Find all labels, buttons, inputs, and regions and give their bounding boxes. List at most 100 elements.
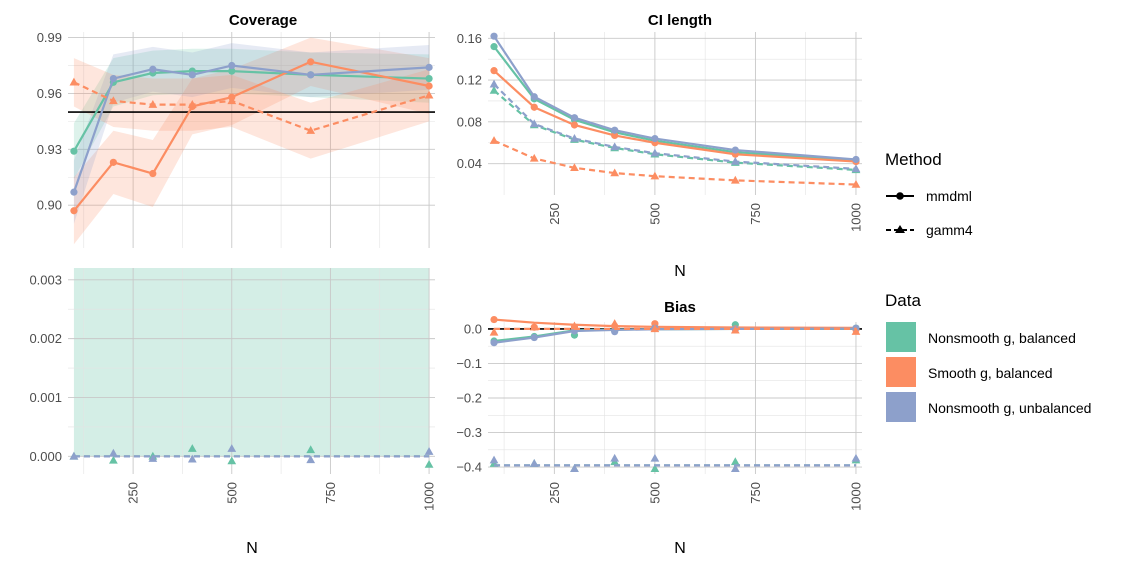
bias-point-nonsmooth_balanced-gamm4 [730, 457, 740, 466]
ci-length-point-nonsmooth_unbalanced-mmdml [611, 126, 619, 134]
panel-bias: Bias 0.0 −0.1 −0.2 −0.3 −0.4 250 500 750 1000 N [456, 299, 863, 557]
ci-length-point-nonsmooth_unbalanced-mmdml [570, 114, 579, 122]
ci-length-point-nonsmooth_unbalanced-mmdml [651, 134, 659, 143]
coverage-point-smooth_balanced-gamm4 [109, 96, 118, 105]
bias-point-nonsmooth_unbalanced-mmdml [530, 333, 538, 342]
ci-length-point-nonsmooth_unbalanced-gamm4 [570, 133, 579, 142]
coverage-point-smooth_balanced-mmdml [149, 169, 157, 178]
legend-item-mmdml: mmdml [886, 188, 972, 204]
legend-label-nonsmooth-balanced: Nonsmooth g, balanced [928, 330, 1076, 346]
coverage-y-tick-label: 0.99 [37, 30, 62, 45]
ci-length-point-smooth_balanced-mmdml [611, 131, 619, 140]
legend-label-nonsmooth-unbalanced: Nonsmooth g, unbalanced [928, 400, 1091, 416]
coverage-y-tick-label: 0.93 [37, 142, 62, 157]
ci-length-y-tick-label: 0.16 [457, 31, 482, 46]
coverage-point-smooth_balanced-gamm4 [69, 77, 79, 86]
ci-length-point-smooth_balanced-mmdml [490, 67, 498, 75]
bias-x-tick-label: 750 [748, 482, 763, 504]
legend-swatch-smooth-balanced [886, 357, 916, 387]
bias-point-smooth_balanced-gamm4 [610, 319, 620, 327]
coverage-point-nonsmooth_balanced-mmdml [70, 147, 78, 155]
coverage-y-tick-label: 0.96 [37, 86, 62, 101]
coverage-zoom-point-nonsmooth_balanced-gamm4 [424, 459, 434, 468]
bias-y-tick-label: −0.4 [456, 460, 482, 475]
bias-point-nonsmooth_unbalanced-gamm4 [851, 453, 861, 462]
plot-area-coverage: 0.90 0.93 0.96 0.99 [37, 30, 435, 248]
coverage-zoom-point-nonsmooth_unbalanced-gamm4 [148, 454, 158, 462]
ci-length-point-nonsmooth_unbalanced-mmdml [530, 93, 538, 101]
coverage-zoom-point-nonsmooth_unbalanced-gamm4 [109, 448, 118, 457]
coverage-zoom-x-tick-label: 250 [126, 482, 141, 504]
ci-length-point-smooth_balanced-gamm4 [610, 168, 620, 177]
legend-method-title: Method [885, 150, 942, 169]
coverage-zoom-y-tick-label: 0.003 [29, 272, 62, 287]
ci-length-line-nonsmooth_unbalanced-mmdml [493, 35, 857, 161]
ci-length-point-nonsmooth_balanced-mmdml [490, 43, 498, 51]
ci-length-y-tick-label: 0.04 [457, 156, 482, 171]
bias-line-nonsmooth_unbalanced-mmdml [493, 327, 856, 344]
ci-length-y-tick-label: 0.08 [457, 114, 482, 129]
coverage-point-smooth_balanced-gamm4 [424, 90, 434, 99]
ci-length-point-nonsmooth_balanced-gamm4 [489, 85, 499, 94]
ci-length-line-smooth_balanced-mmdml [493, 69, 857, 163]
bias-point-nonsmooth_unbalanced-mmdml [490, 339, 498, 347]
ci-length-point-smooth_balanced-gamm4 [650, 171, 660, 180]
legend-label-mmdml: mmdml [926, 188, 972, 204]
panel-title-coverage: Coverage [229, 12, 297, 29]
coverage-point-nonsmooth_unbalanced-mmdml [149, 65, 157, 73]
coverage-point-smooth_balanced-gamm4 [306, 126, 316, 134]
coverage-point-nonsmooth_unbalanced-mmdml [228, 61, 236, 70]
bias-y-tick-label: −0.3 [456, 425, 482, 440]
coverage-point-smooth_balanced-mmdml [307, 58, 315, 66]
coverage-zoom-y-tick-label: 0.000 [29, 449, 62, 464]
coverage-zoom-point-nonsmooth_balanced-gamm4 [227, 456, 237, 465]
coverage-band-nonsmooth_balanced-mmdml [73, 48, 430, 180]
coverage-zoom-point-nonsmooth_unbalanced-gamm4 [306, 455, 316, 464]
coverage-zoom-y-tick-label: 0.001 [29, 390, 62, 405]
ci-length-point-nonsmooth_unbalanced-gamm4 [650, 148, 660, 157]
coverage-point-nonsmooth_unbalanced-mmdml [307, 71, 315, 79]
bias-point-smooth_balanced-gamm4 [570, 321, 579, 330]
legend-item-nonsmooth-balanced: Nonsmooth g, balanced [886, 322, 1076, 352]
coverage-band-nonsmooth_unbalanced-mmdml [73, 43, 430, 224]
ci-length-point-smooth_balanced-gamm4 [730, 175, 740, 184]
legend-swatch-point-gamm4 [895, 225, 905, 233]
legend-data-title: Data [885, 291, 921, 310]
panel-coverage: Coverage 0.90 0.93 0.96 0.99 [37, 12, 435, 248]
ci-length-point-nonsmooth_unbalanced-gamm4 [730, 156, 740, 165]
panel-coverage-zoom: 0.000 0.001 0.002 0.003 250 500 750 1000 N [29, 268, 437, 557]
coverage-point-smooth_balanced-gamm4 [187, 100, 197, 108]
ci-length-y-tick-label: 0.12 [457, 73, 482, 88]
bias-line-smooth_balanced-mmdml [493, 318, 856, 329]
coverage-point-smooth_balanced-mmdml [109, 158, 117, 166]
coverage-zoom-point-nonsmooth_unbalanced-gamm4 [227, 444, 237, 452]
legend-swatch-nonsmooth-balanced [886, 322, 916, 352]
ci-length-x-tick-label: 250 [547, 203, 562, 225]
ci-length-point-smooth_balanced-gamm4 [529, 153, 539, 162]
ci-length-point-nonsmooth_unbalanced-mmdml [852, 155, 860, 164]
ci-length-x-tick-label: 500 [647, 203, 662, 225]
coverage-point-nonsmooth_unbalanced-mmdml [188, 71, 196, 79]
panel-title-ci-length: CI length [648, 12, 712, 29]
legend-swatch-nonsmooth-unbalanced [886, 392, 916, 422]
coverage-band-smooth_balanced-mmdml [73, 37, 430, 245]
plot-area-bias: 0.0 −0.1 −0.2 −0.3 −0.4 250 500 750 1000 [456, 315, 863, 511]
ci-length-point-smooth_balanced-gamm4 [570, 163, 579, 172]
legend-label-gamm4: gamm4 [926, 222, 973, 238]
ci-length-point-nonsmooth_unbalanced-mmdml [490, 32, 498, 40]
coverage-zoom-shaded-band [73, 268, 430, 457]
bias-point-nonsmooth_unbalanced-gamm4 [570, 464, 579, 473]
x-axis-title-ci-length: N [674, 263, 686, 280]
ci-length-point-nonsmooth_unbalanced-gamm4 [851, 164, 861, 173]
ci-length-x-tick-label: 750 [748, 203, 763, 225]
ci-length-point-smooth_balanced-mmdml [530, 103, 538, 111]
coverage-point-smooth_balanced-mmdml [70, 207, 78, 215]
x-axis-title-bias: N [674, 540, 686, 557]
bias-point-nonsmooth_unbalanced-gamm4 [489, 455, 499, 464]
bias-x-tick-label: 250 [547, 482, 562, 504]
legend-item-gamm4: gamm4 [886, 222, 973, 238]
coverage-zoom-x-tick-label: 750 [323, 482, 338, 504]
bias-point-nonsmooth_unbalanced-gamm4 [529, 459, 539, 467]
bias-y-tick-label: −0.1 [456, 356, 482, 371]
